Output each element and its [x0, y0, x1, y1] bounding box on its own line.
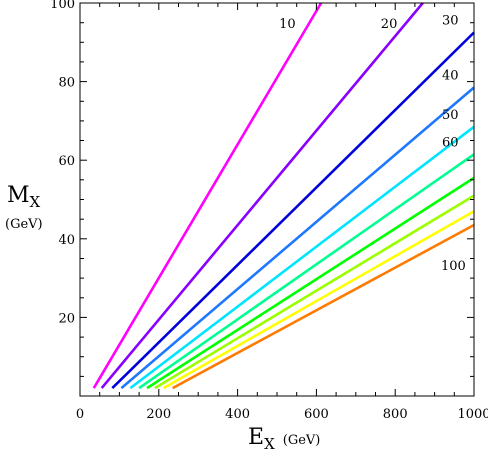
series-line-6: [138, 153, 475, 390]
y-tick-label: 40: [58, 233, 75, 248]
y-tick-label: 20: [58, 311, 75, 326]
y-axis-label-sub: X: [30, 193, 41, 211]
x-tick-label: 200: [146, 407, 171, 422]
series-label-6: 60: [442, 135, 459, 150]
series-label-2: 20: [381, 17, 398, 32]
y-axis-label: MX: [7, 183, 41, 211]
series-line-4: [120, 86, 475, 390]
series-line-8: [154, 194, 475, 390]
y-axis-label-main: M: [7, 183, 30, 208]
series-label-10: 100: [441, 259, 466, 274]
series-line-7: [146, 176, 475, 390]
y-axis-label-unit: (GeV): [5, 217, 43, 232]
x-tick-label: 1000: [457, 407, 488, 422]
series-label-4: 40: [442, 69, 459, 84]
x-tick-label: 400: [225, 407, 250, 422]
series-line-9: [162, 210, 475, 390]
x-tick-label: 800: [383, 407, 408, 422]
x-axis-label-sub: X: [264, 435, 275, 453]
y-tick-label: 60: [58, 154, 75, 169]
series-line-3: [111, 31, 475, 390]
x-axis-label: EX (GeV): [248, 425, 320, 453]
x-tick-label: 0: [76, 407, 84, 422]
series-labels: 10 20 30 40 50 60 100: [279, 14, 466, 275]
series-line-2: [100, 2, 424, 389]
y-tick-label: 100: [50, 0, 75, 12]
x-axis-label-unit: (GeV): [283, 433, 321, 448]
axis-ticks: [79, 2, 475, 397]
series-line-10: [171, 223, 475, 390]
x-axis-label-main: E: [248, 425, 264, 450]
axis-tick-labels: 0 200 400 600 800 1000 20 40 60 80 100: [50, 0, 488, 422]
series-line-5: [129, 125, 475, 390]
series-line-1: [92, 2, 323, 389]
x-tick-label: 600: [304, 407, 329, 422]
plot-frame: [79, 2, 475, 397]
series-lines: [92, 2, 475, 390]
series-label-1: 10: [279, 17, 296, 32]
y-tick-label: 80: [58, 76, 75, 91]
series-label-5: 50: [442, 108, 459, 123]
series-label-3: 30: [442, 14, 459, 29]
